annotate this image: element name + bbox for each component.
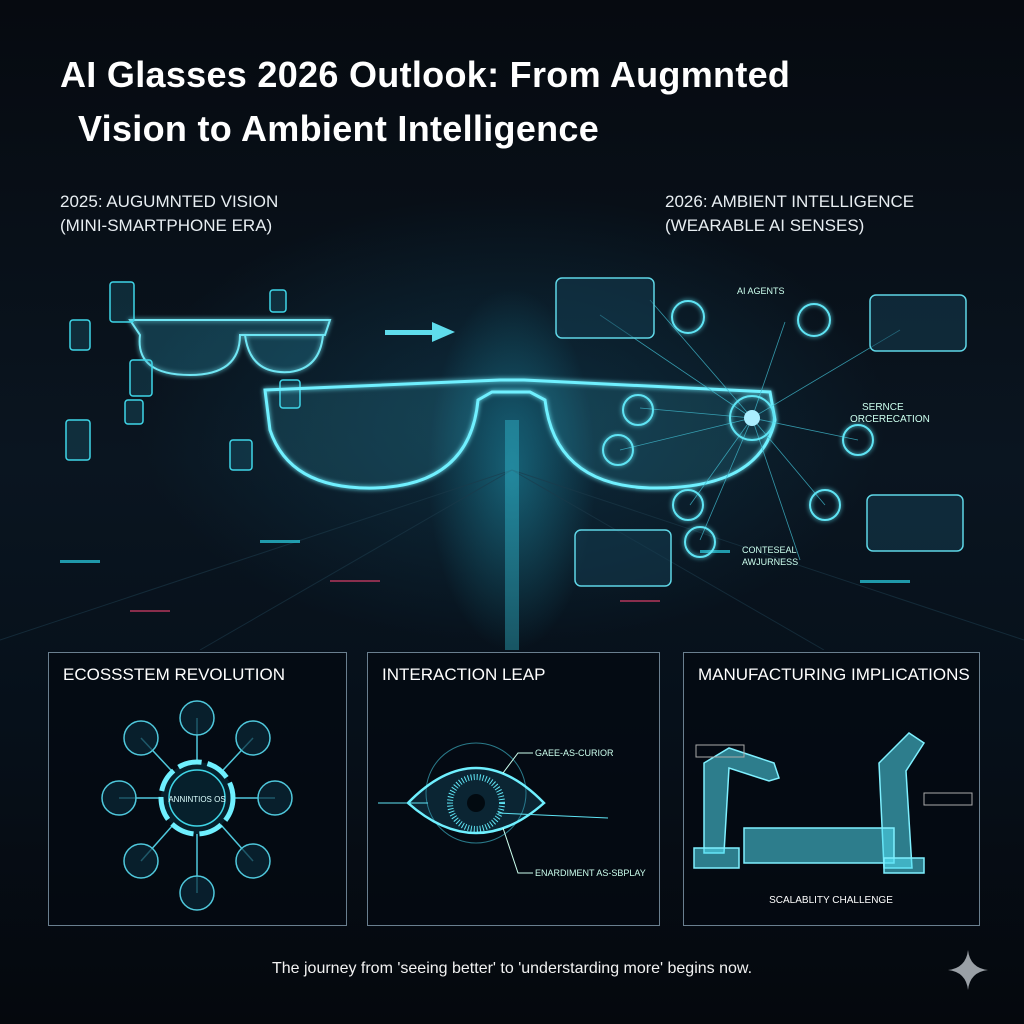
- profile-card: [555, 277, 655, 339]
- panel-title: MANUFACTURING IMPLICATIONS: [698, 665, 970, 684]
- right-era-line-1: 2026: AMBIENT INTELLIGENCE: [665, 192, 915, 211]
- info-card: [869, 294, 967, 352]
- ecosystem-diagram: ANNINTIOS OS: [101, 700, 293, 911]
- label-context-2: AWJURNESS: [742, 557, 798, 567]
- label-ai-agents: AI AGENTS: [737, 286, 785, 296]
- panel-ecosystem: ECOSSSTEM REVOLUTION ANNINTIOS OS: [48, 652, 347, 926]
- arrow-right-icon: [385, 322, 455, 342]
- ecosystem-center-label: ANNINTIOS OS: [168, 795, 225, 804]
- hero-illustration: AI AGENTS SERNCE ORCERECATION CONTESEAL …: [0, 277, 1024, 650]
- label-service-1: SERNCE: [862, 402, 904, 413]
- right-era-line-2: (WEARABLE AI SENSES): [665, 216, 865, 235]
- panel-title: INTERACTION LEAP: [382, 665, 546, 684]
- robot-arm-icon: SCALABLITY CHALLENGE: [693, 732, 973, 906]
- context-card: [574, 529, 672, 587]
- data-card: [866, 494, 964, 552]
- large-glasses-icon: [263, 378, 777, 490]
- title-line-1: AI Glasses 2026 Outlook: From Augmnted: [60, 54, 791, 95]
- panel-title: ECOSSSTEM REVOLUTION: [63, 665, 285, 684]
- sparkle-icon: [948, 950, 988, 990]
- label-context-1: CONTESEAL: [742, 545, 797, 555]
- title-line-2: Vision to Ambient Intelligence: [78, 108, 600, 149]
- caption: The journey from 'seeing better' to 'und…: [271, 960, 753, 977]
- left-era-line-2: (MINI-SMARTPHONE ERA): [60, 216, 273, 235]
- gaze-label: GAEE-AS-CURIOR: [535, 748, 614, 758]
- environment-label: ENARDIMENT AS-SBPLAY: [535, 868, 646, 878]
- left-era-heading: 2025: AUGUMNTED VISION (MINI-SMARTPHONE …: [60, 190, 278, 238]
- left-era-line-1: 2025: AUGUMNTED VISION: [60, 192, 279, 211]
- right-era-heading: 2026: AMBIENT INTELLIGENCE (WEARABLE AI …: [665, 190, 914, 238]
- page-title: AI Glasses 2026 Outlook: From Augmnted V…: [60, 48, 790, 156]
- panel-interaction: INTERACTION LEAP GAEE-AS-CURIOR ENARDIME…: [367, 652, 660, 926]
- app-cards-left: [65, 281, 301, 471]
- label-service-2: ORCERECATION: [850, 414, 930, 425]
- scalability-label: SCALABLITY CHALLENGE: [769, 895, 893, 906]
- small-glasses-icon: [128, 319, 332, 377]
- eye-icon: [378, 742, 609, 874]
- panel-manufacturing: MANUFACTURING IMPLICATIONS SCALABLITY CH…: [683, 652, 980, 926]
